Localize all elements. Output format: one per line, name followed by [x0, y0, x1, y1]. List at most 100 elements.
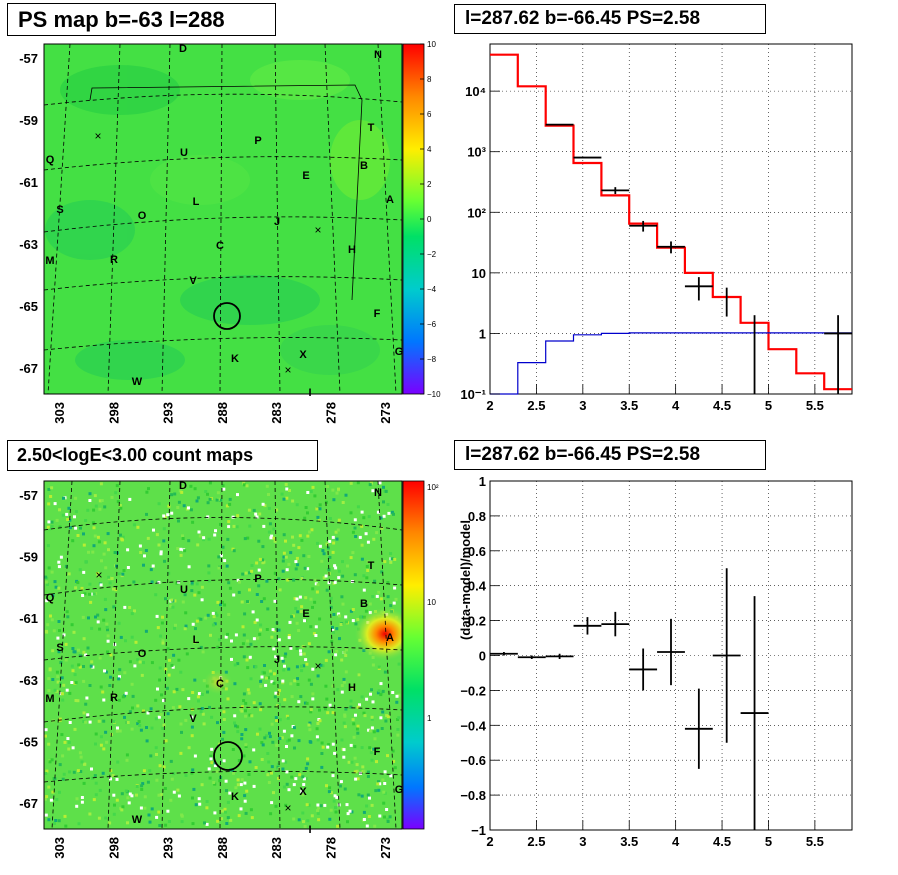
spectrum-ytick: 10²: [467, 205, 486, 220]
title-tr: l=287.62 b=-66.45 PS=2.58: [454, 4, 766, 34]
residual-xtick: 3.5: [620, 834, 638, 849]
map-bl-letter-U: U: [180, 584, 188, 596]
map-tl-letter-I: I: [308, 387, 311, 399]
map-bl-letter-K: K: [231, 791, 239, 803]
map-bl-xticks: 303 298 293 288 283 278 273: [52, 837, 393, 859]
map-tl-letter-Q: Q: [46, 154, 55, 166]
map-tl-colorbar-labels: 10 8 6 4 2 0 −2 −4 −6 −8 −10: [420, 40, 441, 399]
residual-ytick: 0.2: [468, 614, 486, 629]
spectrum-frame: [489, 43, 853, 395]
spectrum-data-point: [824, 315, 852, 394]
map-tl-letter-B: B: [360, 160, 368, 172]
residual-ytick: 0.4: [468, 579, 487, 594]
map-tl-cbar-tick: 0: [427, 215, 432, 224]
spectrum-xtick: 5.5: [806, 398, 824, 413]
residual-data-point: [517, 655, 546, 659]
residual-plot: 1 0.8 0.6 0.4 0.2 0 −0.2 −0.4 −0.6 −0.8 −1 2 2.5 3 3.…: [458, 474, 853, 849]
map-tl-letter-V: V: [189, 275, 197, 287]
spectrum-xtick: 5: [765, 398, 772, 413]
map-bl-letter-D: D: [179, 480, 187, 492]
map-tl-letter-U: U: [180, 147, 188, 159]
map-bl-letter-O: O: [138, 648, 147, 660]
map-tl-cbar-tick: −6: [427, 320, 437, 329]
residual-ytick: 0.8: [468, 509, 486, 524]
spectrum-xtick: 2.5: [527, 398, 545, 413]
residual-ytick: 0.6: [468, 544, 486, 559]
map-tl-ytick: -67: [19, 361, 38, 376]
map-bl-cbar-tick: 1: [427, 714, 432, 723]
map-tl-cross-3: ×: [284, 363, 291, 377]
map-bl-cbar-tick: 10²: [427, 483, 439, 492]
map-bl-colorbar-labels: 10² 10 1: [427, 483, 439, 723]
map-tl-letter-H: H: [348, 244, 356, 256]
residual-xtick: 5.5: [806, 834, 824, 849]
map-bl-ytick: -57: [19, 488, 38, 503]
map-bl: × × × D N T Q U P B E A S O L J H M R C V F K X G W I 10² 10 1 -5…: [19, 480, 439, 859]
map-tl: × × × D N T Q U P B E A S O L J H M R C V F K X G W I 10 8 6 4 2 0 −2…: [19, 40, 441, 424]
map-bl-xtick: 273: [378, 837, 393, 859]
residual-ytick: 0: [479, 649, 486, 664]
map-bl-letter-T: T: [368, 560, 375, 572]
residual-xtick: 5: [765, 834, 772, 849]
spectrum-xtick: 2: [486, 398, 493, 413]
map-tl-cbar-tick: 10: [427, 40, 436, 49]
spectrum-xtick: 3.5: [620, 398, 638, 413]
map-tl-letter-R: R: [110, 254, 118, 266]
map-tl-yticks: -57 -59 -61 -63 -65 -67: [19, 51, 38, 376]
map-tl-frame: [43, 43, 403, 395]
map-bl-xtick: 283: [269, 837, 284, 859]
map-tl-cbar-tick: −8: [427, 355, 437, 364]
map-tl-letter-L: L: [193, 196, 200, 208]
map-bl-letter-Q: Q: [46, 592, 55, 604]
map-bl-ytick: -63: [19, 673, 38, 688]
residual-xtick: 2.5: [527, 834, 545, 849]
map-tl-xtick: 278: [324, 402, 339, 424]
map-tl-xtick: 293: [161, 402, 176, 424]
map-bl-letter-V: V: [189, 713, 197, 725]
map-bl-letter-H: H: [348, 682, 356, 694]
map-bl-letter-X: X: [299, 786, 307, 798]
residual-data-point: [545, 653, 574, 659]
spectrum-ytick: 10³: [467, 145, 486, 160]
map-tl-texture: [45, 60, 390, 380]
map-tl-cbar-tick: −10: [427, 390, 441, 399]
map-tl-ytick: -57: [19, 51, 38, 66]
map-bl-ytick: -67: [19, 796, 38, 811]
map-bl-letter-M: M: [45, 693, 54, 705]
map-tl-ytick: -63: [19, 237, 38, 252]
map-tl-cross-1: ×: [94, 129, 101, 143]
map-tl-source-circle: [213, 302, 241, 330]
map-tl-letter-O: O: [138, 210, 147, 222]
spectrum-blue-histogram: [490, 332, 852, 395]
map-bl-frame: [43, 480, 403, 830]
map-bl-letter-F: F: [374, 746, 381, 758]
spectrum-ytick: 10⁻¹: [460, 387, 486, 402]
map-tl-cbar-tick: 2: [427, 180, 432, 189]
map-bl-background: [44, 481, 402, 829]
map-bl-letter-W: W: [132, 814, 143, 826]
map-tl-letter-T: T: [368, 122, 375, 134]
map-tl-ytick: -65: [19, 299, 38, 314]
map-bl-colorbar: [402, 480, 425, 830]
spectrum-ytick: 1: [479, 326, 486, 341]
map-bl-letter-L: L: [193, 634, 200, 646]
map-tl-letter-K: K: [231, 353, 239, 365]
map-tl-letter-G: G: [395, 346, 404, 358]
residual-data-point: [601, 611, 630, 637]
title-bl: 2.50<logE<3.00 count maps: [7, 440, 318, 471]
map-bl-cbar-tick: 10: [427, 598, 436, 607]
residual-xtick: 4: [672, 834, 680, 849]
map-bl-xtick: 293: [161, 837, 176, 859]
map-tl-cross-2: ×: [314, 223, 321, 237]
map-bl-letter-J: J: [274, 654, 280, 666]
map-tl-xticks: 303 298 293 288 283 278 273: [52, 402, 393, 424]
spectrum-plot: 10⁴ 10³ 10² 10 1 10⁻¹ 2 2.5 3 3.5 4 4.5 5 5.5: [460, 43, 853, 413]
title-br: l=287.62 b=-66.45 PS=2.58: [454, 440, 766, 470]
map-bl-letters: D N T Q U P B E A S O L J H M R C V F K X G W I: [45, 480, 403, 836]
spectrum-data-point: [657, 241, 685, 254]
map-tl-xtick: 288: [215, 402, 230, 424]
residual-ytick: −0.4: [460, 718, 486, 733]
map-tl-letter-A: A: [386, 194, 394, 206]
map-tl-letter-J: J: [274, 216, 280, 228]
map-tl-xtick: 303: [52, 402, 67, 424]
